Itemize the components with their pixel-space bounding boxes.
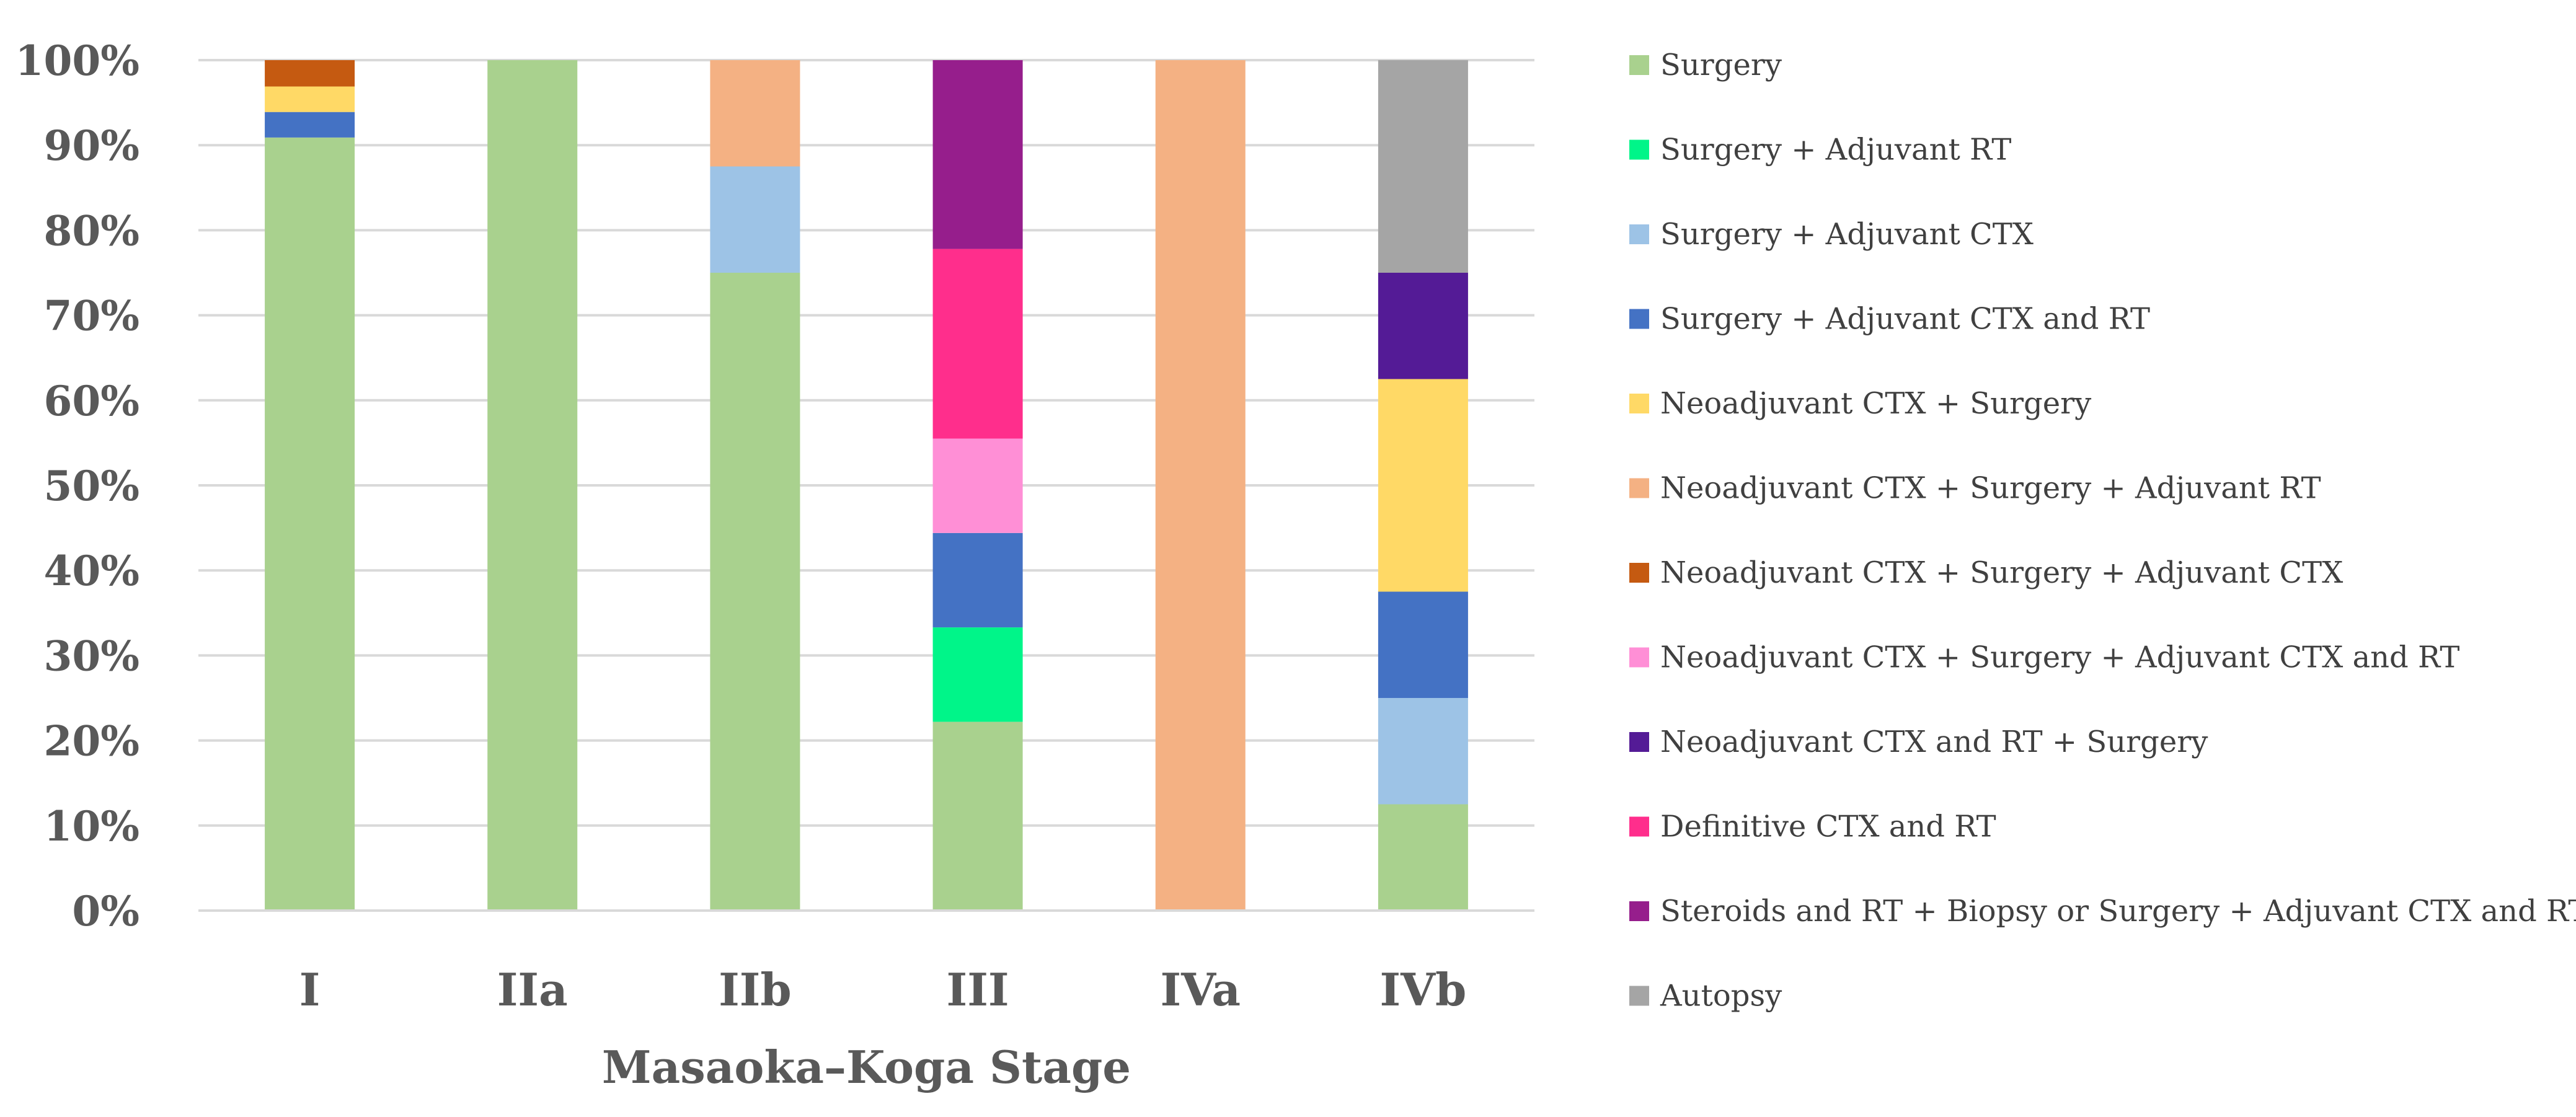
- legend-label: Surgery + Adjuvant CTX and RT: [1660, 302, 2150, 337]
- legend: Surgery Surgery + Adjuvant RT Surgery + Ad…: [1629, 48, 2576, 1013]
- y-tick-label: 90%: [43, 121, 139, 170]
- bar-segment: [932, 532, 1023, 628]
- y-axis-ticks: 0% 10% 20% 30% 40% 50% 60% 70% 80% 90% 100%: [15, 37, 139, 935]
- y-tick-label: 30%: [43, 632, 139, 680]
- legend-swatch: [1629, 394, 1649, 413]
- bar-segment: [1378, 60, 1468, 273]
- legend-label: Neoadjuvant CTX + Surgery + Adjuvant CTX…: [1660, 640, 2459, 675]
- y-tick-label: 70%: [43, 292, 139, 340]
- legend-swatch: [1629, 901, 1649, 921]
- y-tick-label: 80%: [43, 206, 139, 255]
- bar-segment: [1378, 591, 1468, 698]
- bar-segment: [710, 273, 800, 911]
- bar-segment: [265, 86, 355, 112]
- bar-segment: [487, 60, 578, 911]
- legend-label: Neoadjuvant CTX + Surgery + Adjuvant RT: [1660, 471, 2321, 506]
- y-tick-label: 40%: [43, 547, 139, 595]
- legend-label: Surgery + Adjuvant RT: [1660, 133, 2011, 167]
- bars: [265, 60, 1468, 911]
- legend-label: Surgery + Adjuvant CTX: [1660, 217, 2034, 252]
- legend-swatch: [1629, 55, 1649, 75]
- legend-label: Autopsy: [1660, 979, 1782, 1013]
- y-tick-label: 0%: [72, 887, 139, 935]
- bar-segment: [1155, 60, 1246, 911]
- legend-label: Surgery: [1660, 48, 1782, 82]
- bar-segment: [1378, 379, 1468, 592]
- y-tick-label: 100%: [15, 37, 139, 85]
- legend-swatch: [1629, 563, 1649, 583]
- y-tick-label: 50%: [43, 462, 139, 510]
- bar-segment: [710, 166, 800, 273]
- legend-label: Neoadjuvant CTX and RT + Surgery: [1660, 725, 2208, 759]
- legend-label: Steroids and RT + Biopsy or Surgery + Ad…: [1660, 894, 2576, 929]
- x-tick-label: I: [299, 963, 321, 1016]
- legend-swatch: [1629, 478, 1649, 498]
- bar-segment: [1378, 804, 1468, 911]
- bar-segment: [265, 112, 355, 138]
- legend-swatch: [1629, 224, 1649, 244]
- bar-segment: [265, 60, 355, 87]
- bar-segment: [932, 722, 1023, 911]
- x-tick-label: IIa: [497, 963, 568, 1016]
- x-tick-label: IVb: [1379, 963, 1466, 1016]
- legend-label: Definitive CTX and RT: [1660, 810, 1996, 844]
- legend-swatch: [1629, 816, 1649, 837]
- x-tick-label: IVa: [1160, 963, 1241, 1016]
- x-axis-ticks: I IIa IIb III IVa IVb: [299, 963, 1467, 1016]
- bar-segment: [710, 60, 800, 167]
- legend-swatch: [1629, 139, 1649, 160]
- bar-segment: [932, 60, 1023, 249]
- bar-segment: [932, 627, 1023, 722]
- bar-segment: [932, 438, 1023, 533]
- legend-swatch: [1629, 309, 1649, 329]
- legend-label: Neoadjuvant CTX + Surgery + Adjuvant CTX: [1660, 555, 2343, 590]
- bar-segment: [1378, 273, 1468, 379]
- legend-swatch: [1629, 732, 1649, 752]
- x-axis-label: Masaoka–Koga Stage: [602, 1041, 1131, 1093]
- bar-segment: [1378, 698, 1468, 805]
- y-tick-label: 20%: [43, 717, 139, 766]
- gridlines: [198, 59, 1534, 827]
- y-tick-label: 10%: [43, 802, 139, 850]
- legend-label: Neoadjuvant CTX + Surgery: [1660, 386, 2091, 421]
- legend-swatch: [1629, 647, 1649, 668]
- legend-swatch: [1629, 986, 1649, 1006]
- x-tick-label: III: [947, 963, 1009, 1016]
- x-tick-label: IIb: [719, 963, 792, 1016]
- y-tick-label: 60%: [43, 377, 139, 425]
- bar-segment: [265, 137, 355, 911]
- bar-segment: [932, 249, 1023, 439]
